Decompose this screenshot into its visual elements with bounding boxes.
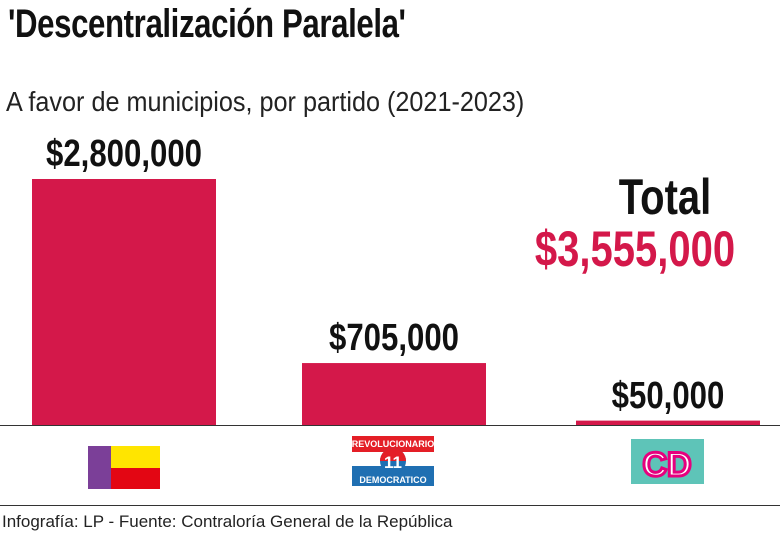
logo-text-top: REVOLUCIONARIO	[352, 439, 435, 449]
logo-text-bottom: DEMOCRATICO	[359, 475, 426, 485]
bar	[302, 363, 486, 425]
bar-value-label: $705,000	[329, 317, 459, 360]
bar-value-label: $50,000	[611, 374, 725, 417]
total-value: $3,555,000	[534, 221, 736, 277]
chart-subtitle: A favor de municipios, por partido (2021…	[6, 86, 525, 117]
bar-value-label: $2,800,000	[46, 133, 202, 175]
party-logo-cd: CD	[631, 439, 704, 486]
logo-cd-text: CD	[642, 446, 691, 484]
bar	[576, 420, 760, 425]
chart-title: 'Descentralización Paralela'	[8, 2, 406, 46]
party-logo-1	[88, 446, 160, 489]
party-logo-anr: REVOLUCIONARIO 11 DEMOCRATICO	[352, 436, 435, 486]
total-label: Total	[618, 169, 712, 225]
footer-divider	[0, 505, 780, 506]
source-footer: Infografía: LP - Fuente: Contraloría Gen…	[2, 512, 453, 531]
logo-number: 11	[384, 453, 402, 472]
bar	[32, 179, 216, 425]
